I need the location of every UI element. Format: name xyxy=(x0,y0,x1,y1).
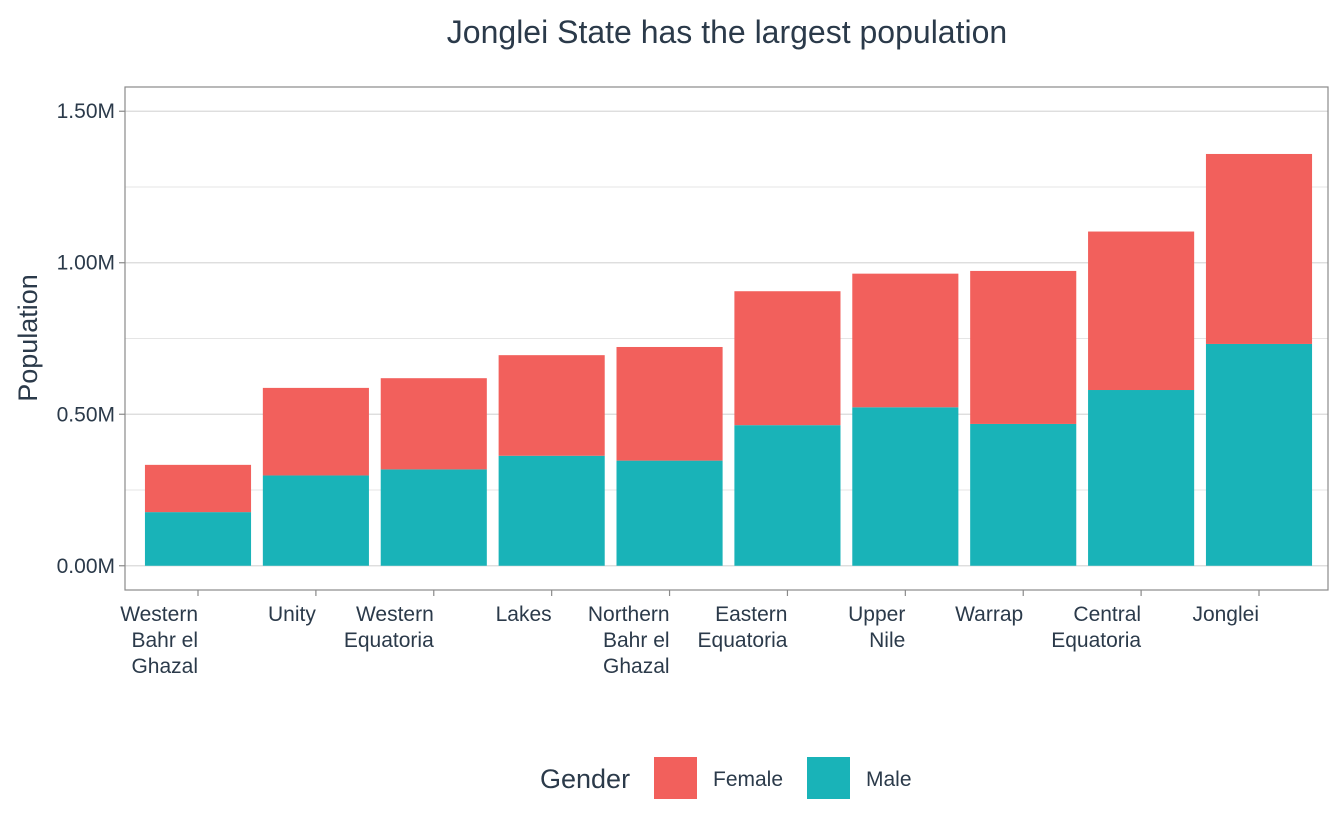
x-tick-label: Eastern Equatoria xyxy=(698,603,788,652)
bar-female xyxy=(852,273,959,408)
x-tick-label-line: Nile xyxy=(869,629,905,652)
x-tick-label-line: Eastern xyxy=(715,603,787,626)
x-tick-label: Jonglei xyxy=(1192,603,1259,626)
legend-key-male xyxy=(807,757,850,799)
x-tick-label-line: Northern xyxy=(588,603,670,626)
bar-male xyxy=(852,407,959,566)
bar-female xyxy=(970,270,1077,424)
x-tick-label-line: Western xyxy=(120,603,198,626)
x-tick-label: Lakes xyxy=(496,603,552,626)
x-tick-label-line: Lakes xyxy=(496,603,552,626)
legend: Gender Female Male xyxy=(540,757,912,799)
y-tick-label: 0.00M xyxy=(57,555,115,578)
x-tick-label-line: Upper xyxy=(848,603,905,626)
legend-title: Gender xyxy=(540,764,630,794)
chart-title: Jonglei State has the largest population xyxy=(447,14,1007,50)
bar-female xyxy=(498,355,605,456)
x-tick-label-line: Ghazal xyxy=(603,655,670,678)
x-tick-label-line: Ghazal xyxy=(131,655,198,678)
bar-male xyxy=(1088,390,1195,566)
bar-male xyxy=(380,469,487,566)
x-tick-label: Northern Bahr el Ghazal xyxy=(588,603,670,678)
x-tick-label: Western Bahr el Ghazal xyxy=(120,603,198,678)
x-tick-label-line: Unity xyxy=(268,603,316,626)
x-tick-label: Unity xyxy=(268,603,316,626)
bar-male xyxy=(144,512,252,566)
bar-female xyxy=(380,378,487,470)
bar-male xyxy=(734,425,841,566)
y-tick-label: 0.50M xyxy=(57,403,115,426)
x-tick-label: Warrap xyxy=(955,603,1023,626)
x-axis-ticks: Western Bahr el Ghazal Unity Western Equatori… xyxy=(120,590,1260,678)
x-tick-label-line: Jonglei xyxy=(1192,603,1259,626)
legend-label-female: Female xyxy=(713,768,783,791)
bar-female xyxy=(144,464,252,513)
bar-female xyxy=(262,387,369,476)
y-axis-ticks: 0.00M 0.50M 1.00M 1.50M xyxy=(57,100,125,578)
bar-female xyxy=(1088,231,1195,391)
bar-female xyxy=(1205,153,1313,344)
bar-male xyxy=(1205,343,1313,566)
x-tick-label-line: Equatoria xyxy=(698,629,788,652)
x-tick-label-line: Equatoria xyxy=(344,629,434,652)
bar-male xyxy=(970,423,1077,566)
bar-female xyxy=(616,346,723,461)
bar-male xyxy=(262,475,369,566)
bar-female xyxy=(734,291,841,426)
x-tick-label-line: Equatoria xyxy=(1051,629,1141,652)
legend-label-male: Male xyxy=(866,768,912,791)
x-tick-label-line: Bahr el xyxy=(603,629,670,652)
plot-panel-border xyxy=(124,86,1329,591)
bar-male xyxy=(498,455,605,566)
x-tick-label: Central Equatoria xyxy=(1051,603,1141,652)
legend-key-female xyxy=(654,757,697,799)
x-tick-label: Upper Nile xyxy=(848,603,905,652)
y-tick-label: 1.50M xyxy=(57,100,115,123)
y-axis-title: Population xyxy=(13,274,43,402)
y-tick-label: 1.00M xyxy=(57,252,115,275)
bars xyxy=(144,153,1313,566)
x-tick-label-line: Bahr el xyxy=(131,629,198,652)
bar-male xyxy=(616,460,723,566)
x-tick-label: Western Equatoria xyxy=(344,603,434,652)
x-tick-label-line: Warrap xyxy=(955,603,1023,626)
x-tick-label-line: Western xyxy=(356,603,434,626)
x-tick-label-line: Central xyxy=(1073,603,1141,626)
